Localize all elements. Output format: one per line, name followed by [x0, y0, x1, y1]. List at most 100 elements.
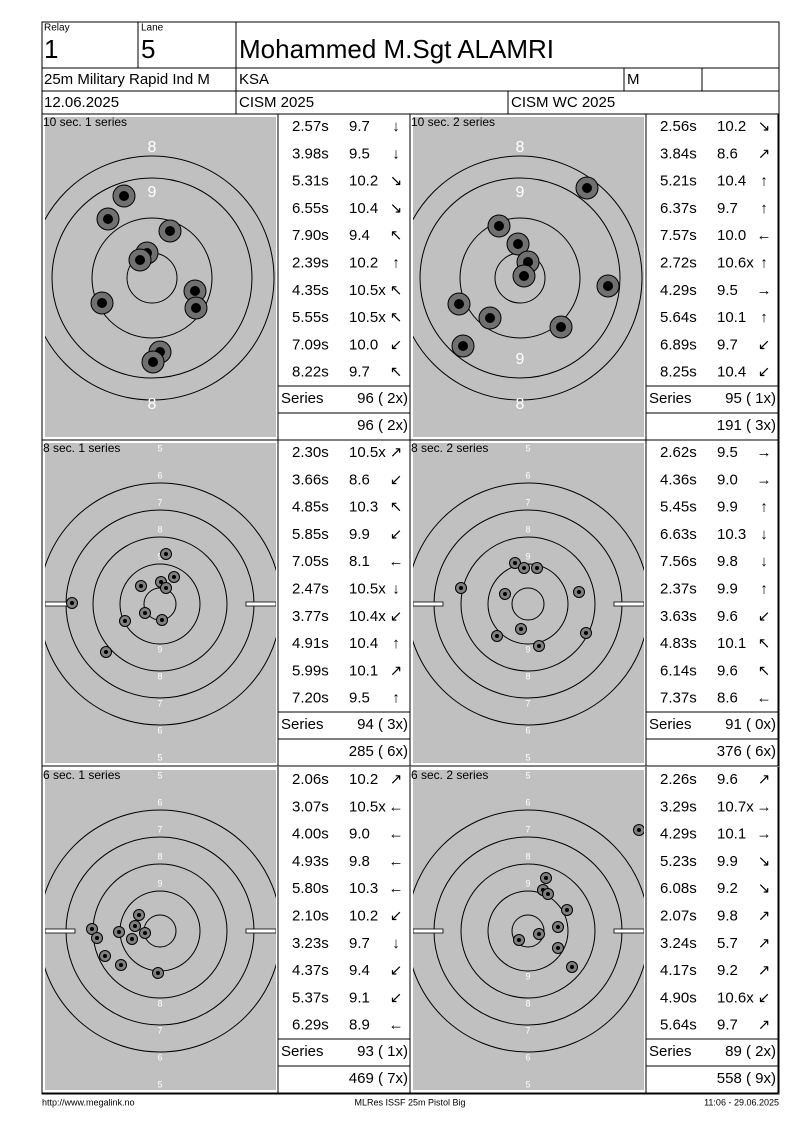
ring — [91, 217, 213, 339]
shot-hole-core — [556, 946, 560, 950]
shot-score: 10.2 — [349, 907, 378, 924]
shot-hole-core — [123, 619, 127, 623]
shot-hole-core — [535, 566, 539, 570]
shot-time: 3.23s — [292, 935, 329, 952]
shot-time: 3.98s — [292, 145, 329, 162]
ring — [413, 482, 644, 726]
shot-hole-core — [537, 644, 541, 648]
ring-label: 7 — [525, 1025, 530, 1035]
shot-score: 10.3 — [349, 499, 378, 516]
shot-score: 9.4 — [349, 227, 370, 244]
shot-hole-core — [494, 221, 504, 231]
shot-time: 7.56s — [660, 553, 697, 570]
shot-score: 9.9 — [717, 499, 738, 516]
ring — [511, 587, 545, 621]
shot-hole-core — [103, 214, 113, 224]
shot-time: 3.77s — [292, 608, 329, 625]
ring-label: 9 — [525, 644, 530, 654]
shot-direction: ↖ — [390, 282, 403, 299]
shot-direction: ↑ — [392, 254, 400, 271]
shot-time: 4.17s — [660, 962, 697, 979]
shot-time: 2.57s — [292, 118, 329, 135]
ring-label: 5 — [157, 1079, 162, 1089]
shot-time: 5.31s — [292, 173, 329, 190]
shot-time: 7.57s — [660, 227, 697, 244]
shot-time: 6.37s — [660, 200, 697, 217]
ring-label: 8 — [148, 139, 157, 156]
shot-score: 10.1 — [349, 662, 378, 679]
shot-score: 9.2 — [717, 880, 738, 897]
shot-hole-core — [164, 552, 168, 556]
target-background — [45, 770, 276, 1090]
ring-label: 5 — [525, 752, 530, 762]
shot-hole-core — [191, 303, 201, 313]
shot-direction: ↘ — [390, 200, 403, 217]
shot-direction: ↑ — [760, 254, 768, 271]
series-total: 91 ( 0x) — [725, 716, 776, 733]
aiming-bar — [413, 928, 444, 934]
shot-time: 2.62s — [660, 444, 697, 461]
shot-hole-core — [544, 876, 548, 880]
shot-score: 9.7 — [349, 364, 370, 381]
aiming-bar — [413, 601, 444, 607]
shot-time: 6.08s — [660, 880, 697, 897]
ring — [459, 217, 581, 339]
ring-label: 7 — [525, 497, 530, 507]
series-label: Series — [649, 716, 692, 733]
competition: CISM 2025 — [239, 94, 314, 111]
shot-hole-core — [164, 586, 168, 590]
sheet-border — [41, 21, 780, 1095]
shot-score: 9.8 — [349, 853, 370, 870]
shot-time: 2.56s — [660, 118, 697, 135]
shot-hole-core — [165, 226, 175, 236]
shot-time: 5.64s — [660, 309, 697, 326]
shot-hole-core — [637, 828, 641, 832]
shot-time: 3.63s — [660, 608, 697, 625]
shot-hole-core — [156, 971, 160, 975]
shot-time: 3.24s — [660, 935, 697, 952]
shot-score: 9.5 — [349, 690, 370, 707]
shot-hole-core — [97, 298, 107, 308]
shot-hole-core — [104, 650, 108, 654]
shot-hole-core — [519, 627, 523, 631]
ring-label: 9 — [157, 644, 162, 654]
shot-time: 4.91s — [292, 635, 329, 652]
shot-score: 10.2 — [349, 771, 378, 788]
shot-time: 7.90s — [292, 227, 329, 244]
shot-direction: ← — [389, 798, 404, 815]
shot-time: 4.29s — [660, 282, 697, 299]
series-total: 89 ( 2x) — [725, 1043, 776, 1060]
footer-timestamp: 11:06 - 29.06.2025 — [704, 1097, 779, 1107]
ring-label: 9 — [157, 551, 162, 561]
shot-time: 5.21s — [660, 173, 697, 190]
ring-label: 8 — [525, 524, 530, 534]
shot-hole-core — [148, 357, 158, 367]
shot-score: 9.7 — [717, 336, 738, 353]
ring-label: 9 — [516, 184, 525, 201]
shot-score: 9.2 — [717, 962, 738, 979]
shot-hole-core — [159, 580, 163, 584]
shot-score: 9.6 — [717, 662, 738, 679]
shot-score: 10.2 — [717, 118, 746, 135]
shot-time: 3.07s — [292, 798, 329, 815]
shot-time: 4.37s — [292, 962, 329, 979]
ring-label: 7 — [525, 824, 530, 834]
shot-direction: ↗ — [758, 962, 771, 979]
shot-time: 6.63s — [660, 526, 697, 543]
shot-hole-core — [577, 590, 581, 594]
aiming-bar — [245, 601, 276, 607]
shot-time: 2.07s — [660, 907, 697, 924]
shot-hole-core — [584, 631, 588, 635]
shot-direction: → — [757, 444, 772, 461]
nation: KSA — [239, 71, 269, 88]
shot-direction: ↓ — [392, 935, 400, 952]
shot-direction: ↓ — [392, 118, 400, 135]
shot-hole-core — [172, 575, 176, 579]
